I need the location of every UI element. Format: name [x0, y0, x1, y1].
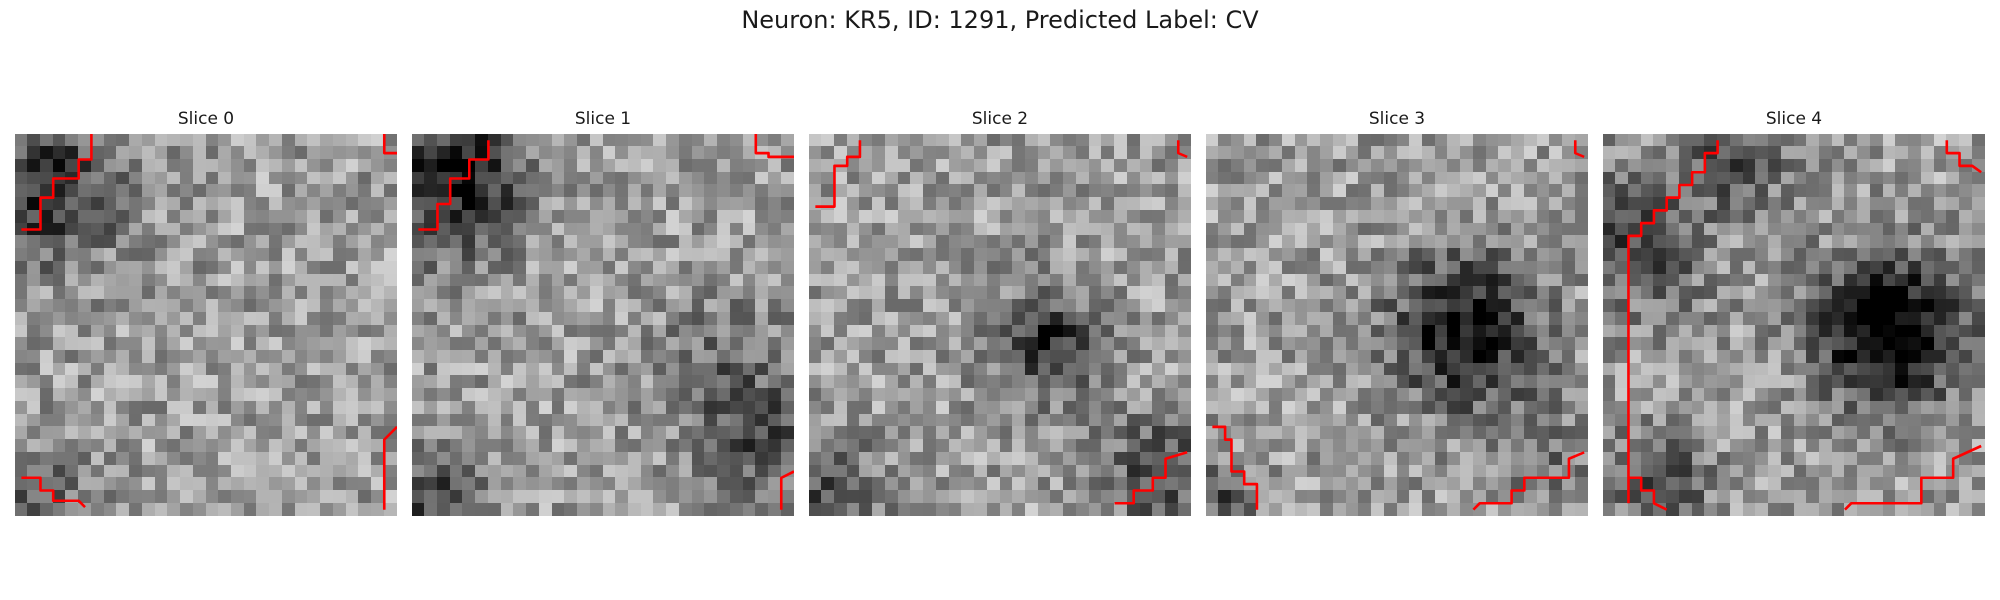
slice-4-title: Slice 4: [1765, 109, 1823, 129]
slice-0-image: [15, 134, 397, 516]
slice-1-title: Slice 1: [574, 109, 632, 129]
slice-3-title: Slice 3: [1368, 109, 1426, 129]
figure-title: Neuron: KR5, ID: 1291, Predicted Label: …: [741, 6, 1259, 34]
slice-1-image: [412, 134, 794, 516]
slice-2-image: [809, 134, 1191, 516]
slice-4-image: [1603, 134, 1985, 516]
slice-3-image: [1206, 134, 1588, 516]
slice-0-title: Slice 0: [177, 109, 235, 129]
slice-2-title: Slice 2: [971, 109, 1029, 129]
